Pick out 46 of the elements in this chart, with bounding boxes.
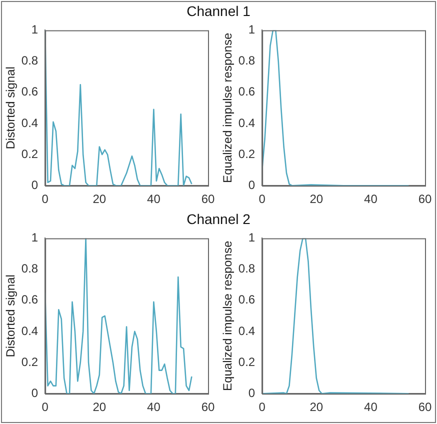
y-tick-label: 1 [248, 230, 256, 245]
y-tick-label: 1 [31, 22, 38, 37]
y-tick-label: 1 [31, 230, 38, 245]
y-axis-title: Distorted signal [4, 274, 18, 358]
chart-title: Channel 1 [186, 2, 252, 20]
x-tick-label: 40 [364, 400, 378, 414]
x-tick-label: 60 [201, 400, 215, 414]
y-tick-label: 0.8 [21, 54, 38, 68]
y-tick-label: 0.2 [238, 354, 256, 369]
x-tick-label: 40 [364, 192, 378, 206]
x-tick-label: 0 [42, 192, 49, 206]
y-axis-title: Distorted signal [4, 66, 18, 150]
x-tick-label: 20 [92, 400, 106, 414]
x-tick-label: 20 [310, 400, 324, 414]
x-tick-label: 40 [147, 192, 161, 206]
y-tick-label: 0.2 [238, 146, 256, 161]
y-axis-title: Equalized impulse response [220, 240, 235, 391]
y-tick-label: 0 [31, 178, 38, 192]
y-tick-label: 0.4 [21, 324, 38, 338]
y-tick-label: 0.4 [238, 116, 256, 130]
y-tick-label: 0.4 [21, 116, 38, 130]
y-tick-label: 0 [31, 386, 38, 400]
x-tick-label: 60 [201, 192, 215, 206]
y-tick-label: 0.8 [238, 262, 256, 276]
x-tick-label: 60 [418, 400, 432, 414]
y-tick-label: 0.4 [238, 324, 256, 338]
y-tick-label: 0 [248, 386, 256, 400]
y-axis-title: Equalized impulse response [220, 32, 235, 183]
y-tick-label: 0.2 [21, 146, 38, 161]
y-tick-label: 0.6 [238, 84, 256, 99]
y-tick-label: 0.6 [21, 292, 38, 307]
y-tick-label: 0.6 [238, 292, 256, 307]
y-tick-label: 0.8 [238, 54, 256, 68]
y-tick-label: 0.6 [21, 84, 38, 99]
y-tick-label: 0.8 [21, 262, 38, 276]
x-tick-label: 0 [258, 192, 266, 206]
chart-title: Channel 2 [186, 210, 252, 228]
x-tick-label: 60 [418, 192, 432, 206]
y-tick-label: 1 [248, 22, 256, 37]
y-tick-label: 0 [248, 178, 256, 192]
x-tick-label: 0 [42, 400, 49, 414]
x-tick-label: 0 [258, 400, 266, 414]
x-tick-label: 20 [92, 192, 106, 206]
y-tick-label: 0.2 [21, 354, 38, 369]
x-tick-label: 40 [147, 400, 161, 414]
x-tick-label: 20 [310, 192, 324, 206]
